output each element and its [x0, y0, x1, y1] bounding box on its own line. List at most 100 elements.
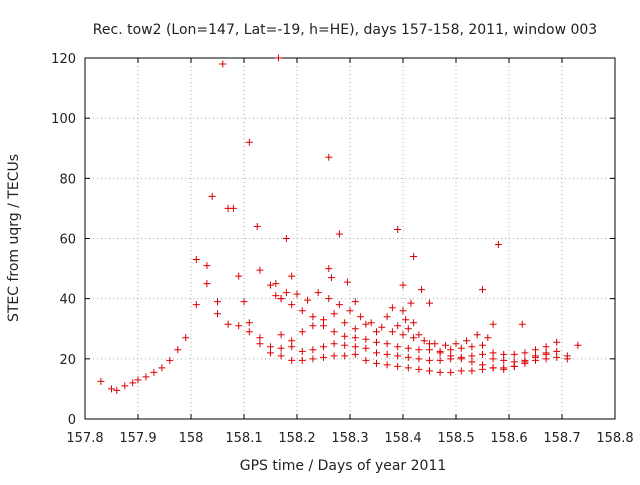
data-point — [357, 313, 365, 321]
data-point — [288, 301, 296, 309]
data-point — [436, 356, 444, 364]
data-point — [473, 331, 481, 339]
data-point — [542, 349, 550, 357]
data-point — [394, 343, 402, 351]
data-point — [97, 377, 105, 385]
data-point — [282, 235, 290, 242]
data-point — [134, 376, 142, 384]
data-point — [553, 353, 561, 361]
data-point — [272, 292, 280, 300]
data-point — [288, 272, 296, 280]
x-tick-label: 158.6 — [490, 431, 527, 446]
data-point — [298, 328, 306, 336]
data-point — [362, 320, 370, 328]
data-point — [341, 319, 349, 327]
data-point — [330, 328, 338, 336]
data-point — [362, 344, 370, 352]
data-point — [219, 60, 227, 68]
data-point — [447, 352, 455, 360]
data-point — [158, 364, 166, 372]
x-tick-label: 158.4 — [384, 431, 421, 446]
data-point — [563, 355, 571, 363]
data-point — [383, 340, 391, 348]
data-point — [394, 225, 402, 233]
data-point — [489, 355, 497, 363]
data-point — [267, 349, 274, 357]
data-point — [553, 338, 561, 346]
data-point — [108, 385, 115, 393]
data-point — [298, 356, 306, 364]
data-point — [320, 343, 327, 351]
x-axis-title: GPS time / Days of year 2011 — [240, 458, 447, 474]
data-point — [314, 289, 322, 297]
data-point — [415, 331, 423, 339]
data-point — [457, 367, 465, 375]
data-point — [441, 341, 449, 349]
data-point — [245, 319, 253, 327]
data-point — [224, 320, 232, 328]
y-tick-label: 60 — [59, 233, 76, 248]
data-point — [383, 361, 391, 369]
data-point — [277, 352, 285, 360]
data-point — [479, 286, 486, 294]
data-point — [293, 290, 301, 298]
data-point — [351, 334, 359, 342]
axis-ticks: 157.8 157.9 158 158.1 158.2 158.3 158.4 158.5 15… — [51, 52, 633, 446]
data-point — [229, 204, 237, 212]
data-point — [410, 253, 418, 261]
data-point — [351, 350, 359, 358]
data-point — [351, 298, 359, 306]
data-point — [489, 364, 497, 372]
data-point — [426, 367, 433, 375]
grid-lines — [85, 58, 615, 419]
data-point — [373, 338, 380, 346]
data-point — [479, 361, 486, 369]
data-point — [404, 353, 412, 361]
data-point — [150, 368, 158, 376]
data-point — [426, 299, 433, 307]
y-tick-label: 20 — [59, 353, 76, 368]
data-point — [457, 344, 465, 352]
data-point — [341, 341, 349, 349]
data-point — [320, 322, 327, 330]
data-point — [407, 299, 415, 307]
data-point — [373, 328, 380, 336]
data-point — [214, 310, 221, 318]
data-point — [309, 313, 317, 321]
data-point — [362, 356, 370, 364]
x-tick-label: 158.7 — [543, 431, 580, 446]
data-point — [320, 316, 327, 324]
data-point — [277, 295, 285, 303]
data-point — [288, 343, 296, 351]
data-point — [235, 322, 243, 330]
data-point — [330, 340, 338, 348]
data-point — [468, 367, 476, 375]
y-tick-label: 0 — [68, 413, 76, 428]
data-point — [235, 272, 243, 280]
data-point — [468, 358, 476, 366]
data-point — [404, 364, 412, 372]
data-point — [272, 280, 280, 288]
data-point — [510, 362, 518, 370]
data-point — [463, 337, 471, 345]
data-point — [373, 349, 380, 357]
data-point — [121, 382, 129, 390]
x-tick-label: 157.8 — [66, 431, 103, 446]
data-point — [489, 349, 497, 357]
data-point — [500, 365, 508, 373]
data-point — [351, 325, 359, 333]
data-point — [298, 347, 306, 355]
data-point — [410, 334, 418, 342]
data-point — [253, 222, 261, 230]
data-point — [404, 344, 412, 352]
data-point — [277, 344, 285, 352]
data-point — [282, 289, 290, 297]
data-point — [142, 373, 150, 381]
data-point — [214, 298, 221, 306]
y-tick-label: 40 — [59, 293, 76, 308]
data-point — [362, 335, 370, 343]
data-point — [447, 368, 455, 376]
data-point — [521, 358, 529, 366]
data-point — [394, 362, 402, 370]
